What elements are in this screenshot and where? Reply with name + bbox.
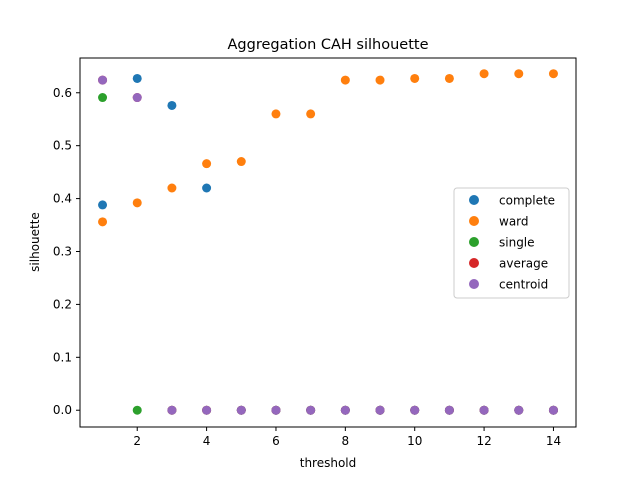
legend-label-complete: complete bbox=[499, 194, 555, 208]
point-centroid-1 bbox=[98, 75, 108, 85]
point-ward-10 bbox=[410, 73, 420, 83]
point-ward-8 bbox=[340, 75, 350, 85]
point-complete-1 bbox=[98, 200, 108, 210]
x-tick-label: 8 bbox=[342, 434, 350, 448]
y-tick-label: 0.0 bbox=[53, 403, 72, 417]
legend-label-centroid: centroid bbox=[499, 278, 548, 292]
x-tick-label: 2 bbox=[133, 434, 141, 448]
x-tick-label: 14 bbox=[546, 434, 561, 448]
point-complete-3 bbox=[167, 100, 177, 110]
x-tick-label: 12 bbox=[476, 434, 491, 448]
plot-frame bbox=[79, 57, 577, 428]
point-centroid-10 bbox=[410, 405, 420, 415]
point-ward-9 bbox=[375, 75, 385, 85]
point-complete-2 bbox=[132, 73, 142, 83]
point-ward-3 bbox=[167, 183, 177, 193]
point-centroid-12 bbox=[479, 405, 489, 415]
y-tick-label: 0.3 bbox=[53, 244, 72, 258]
point-centroid-3 bbox=[167, 405, 177, 415]
point-ward-6 bbox=[271, 109, 281, 119]
point-ward-5 bbox=[236, 157, 246, 167]
point-single-2 bbox=[132, 405, 142, 415]
legend-label-average: average bbox=[499, 257, 548, 271]
point-centroid-9 bbox=[375, 405, 385, 415]
point-ward-4 bbox=[202, 159, 212, 169]
legend-marker-single bbox=[469, 237, 479, 247]
legend-marker-ward bbox=[469, 216, 479, 226]
x-tick-label: 10 bbox=[407, 434, 422, 448]
x-axis-ticks: 2 4 6 8 10 12 14 bbox=[133, 427, 561, 448]
point-ward-7 bbox=[306, 109, 316, 119]
legend-box bbox=[453, 187, 570, 299]
x-tick-label: 4 bbox=[203, 434, 211, 448]
legend-label-single: single bbox=[499, 236, 535, 250]
y-tick-label: 0.4 bbox=[53, 192, 72, 206]
point-ward-2 bbox=[132, 198, 142, 208]
legend-marker-average bbox=[469, 258, 479, 268]
point-ward-11 bbox=[444, 73, 454, 83]
y-axis-label: silhouette bbox=[28, 212, 42, 272]
legend-label-ward: ward bbox=[499, 215, 529, 229]
chart-title: Aggregation CAH silhouette bbox=[228, 37, 429, 53]
point-centroid-6 bbox=[271, 405, 281, 415]
point-centroid-13 bbox=[514, 405, 524, 415]
point-ward-13 bbox=[514, 69, 524, 79]
point-centroid-11 bbox=[444, 405, 454, 415]
legend-marker-centroid bbox=[469, 279, 479, 289]
x-tick-label: 6 bbox=[272, 434, 280, 448]
point-complete-4 bbox=[202, 183, 212, 193]
y-tick-label: 0.2 bbox=[53, 297, 72, 311]
y-tick-label: 0.6 bbox=[53, 86, 72, 100]
point-centroid-4 bbox=[202, 405, 212, 415]
y-tick-label: 0.5 bbox=[53, 139, 72, 153]
point-single-1 bbox=[98, 93, 108, 103]
point-centroid-5 bbox=[236, 405, 246, 415]
y-tick-label: 0.1 bbox=[53, 350, 72, 364]
point-ward-12 bbox=[479, 69, 489, 79]
point-centroid-7 bbox=[306, 405, 316, 415]
point-ward-1 bbox=[98, 217, 108, 227]
x-axis-label: threshold bbox=[300, 456, 357, 470]
legend: complete ward single average centroid bbox=[453, 187, 570, 299]
point-centroid-2 bbox=[132, 93, 142, 103]
point-centroid-8 bbox=[340, 405, 350, 415]
legend-marker-complete bbox=[469, 195, 479, 205]
data-points bbox=[98, 69, 558, 415]
point-centroid-14 bbox=[548, 405, 558, 415]
y-axis-ticks: 0.0 0.1 0.2 0.3 0.4 0.5 0.6 bbox=[53, 86, 80, 417]
point-ward-14 bbox=[548, 69, 558, 79]
